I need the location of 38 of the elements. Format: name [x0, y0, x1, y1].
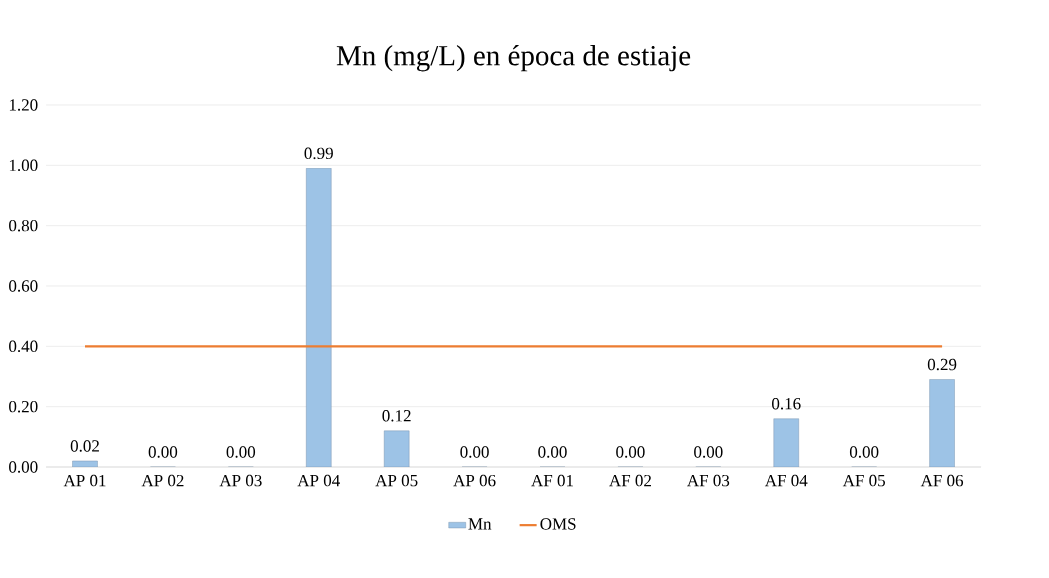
- data-label: 0.12: [382, 410, 411, 422]
- data-label: 0.16: [772, 397, 801, 410]
- y-tick-label: 0.20: [9, 400, 38, 413]
- data-label: 0.00: [148, 446, 178, 458]
- data-label: 0.00: [616, 446, 645, 458]
- x-tick-label: AF 03: [687, 474, 730, 487]
- x-tick-label: AF 04: [764, 474, 808, 487]
- x-tick-label: AP 01: [63, 474, 106, 487]
- x-tick-label: AP 04: [297, 474, 340, 487]
- legend-label: OMS: [540, 518, 576, 530]
- data-label: 0.00: [849, 446, 879, 458]
- x-tick-label: AF 01: [531, 474, 573, 487]
- data-label: 0.00: [226, 446, 256, 458]
- y-tick-label: 0.60: [9, 280, 38, 292]
- x-tick-label: AP 06: [453, 474, 496, 487]
- x-tick-label: AP 05: [375, 474, 418, 487]
- x-tick-label: AP 03: [219, 474, 262, 487]
- data-label: 0.00: [538, 446, 567, 458]
- bar: [773, 418, 799, 467]
- x-tick-label: AF 02: [609, 474, 651, 487]
- data-label: 0.00: [460, 446, 489, 458]
- x-tick-label: AF 06: [920, 474, 964, 487]
- data-label: 0.02: [70, 440, 99, 452]
- data-label: 0.29: [927, 358, 957, 371]
- bar: [929, 379, 955, 467]
- y-tick-label: 0.40: [9, 340, 38, 353]
- chart-title: Mn (mg/L) en época de estiaje: [336, 45, 691, 72]
- data-label: 0.99: [304, 147, 333, 160]
- bar: [383, 430, 410, 467]
- x-tick-label: AF 05: [842, 474, 885, 487]
- y-tick-label: 1.20: [9, 99, 38, 111]
- y-tick-label: 1.00: [9, 159, 38, 172]
- y-tick-label: 0.00: [9, 461, 38, 473]
- bar: [306, 168, 332, 467]
- y-tick-label: 0.80: [9, 219, 38, 232]
- x-tick-label: AP 02: [141, 474, 184, 487]
- data-label: 0.00: [694, 446, 723, 458]
- legend-label: Mn: [468, 518, 492, 530]
